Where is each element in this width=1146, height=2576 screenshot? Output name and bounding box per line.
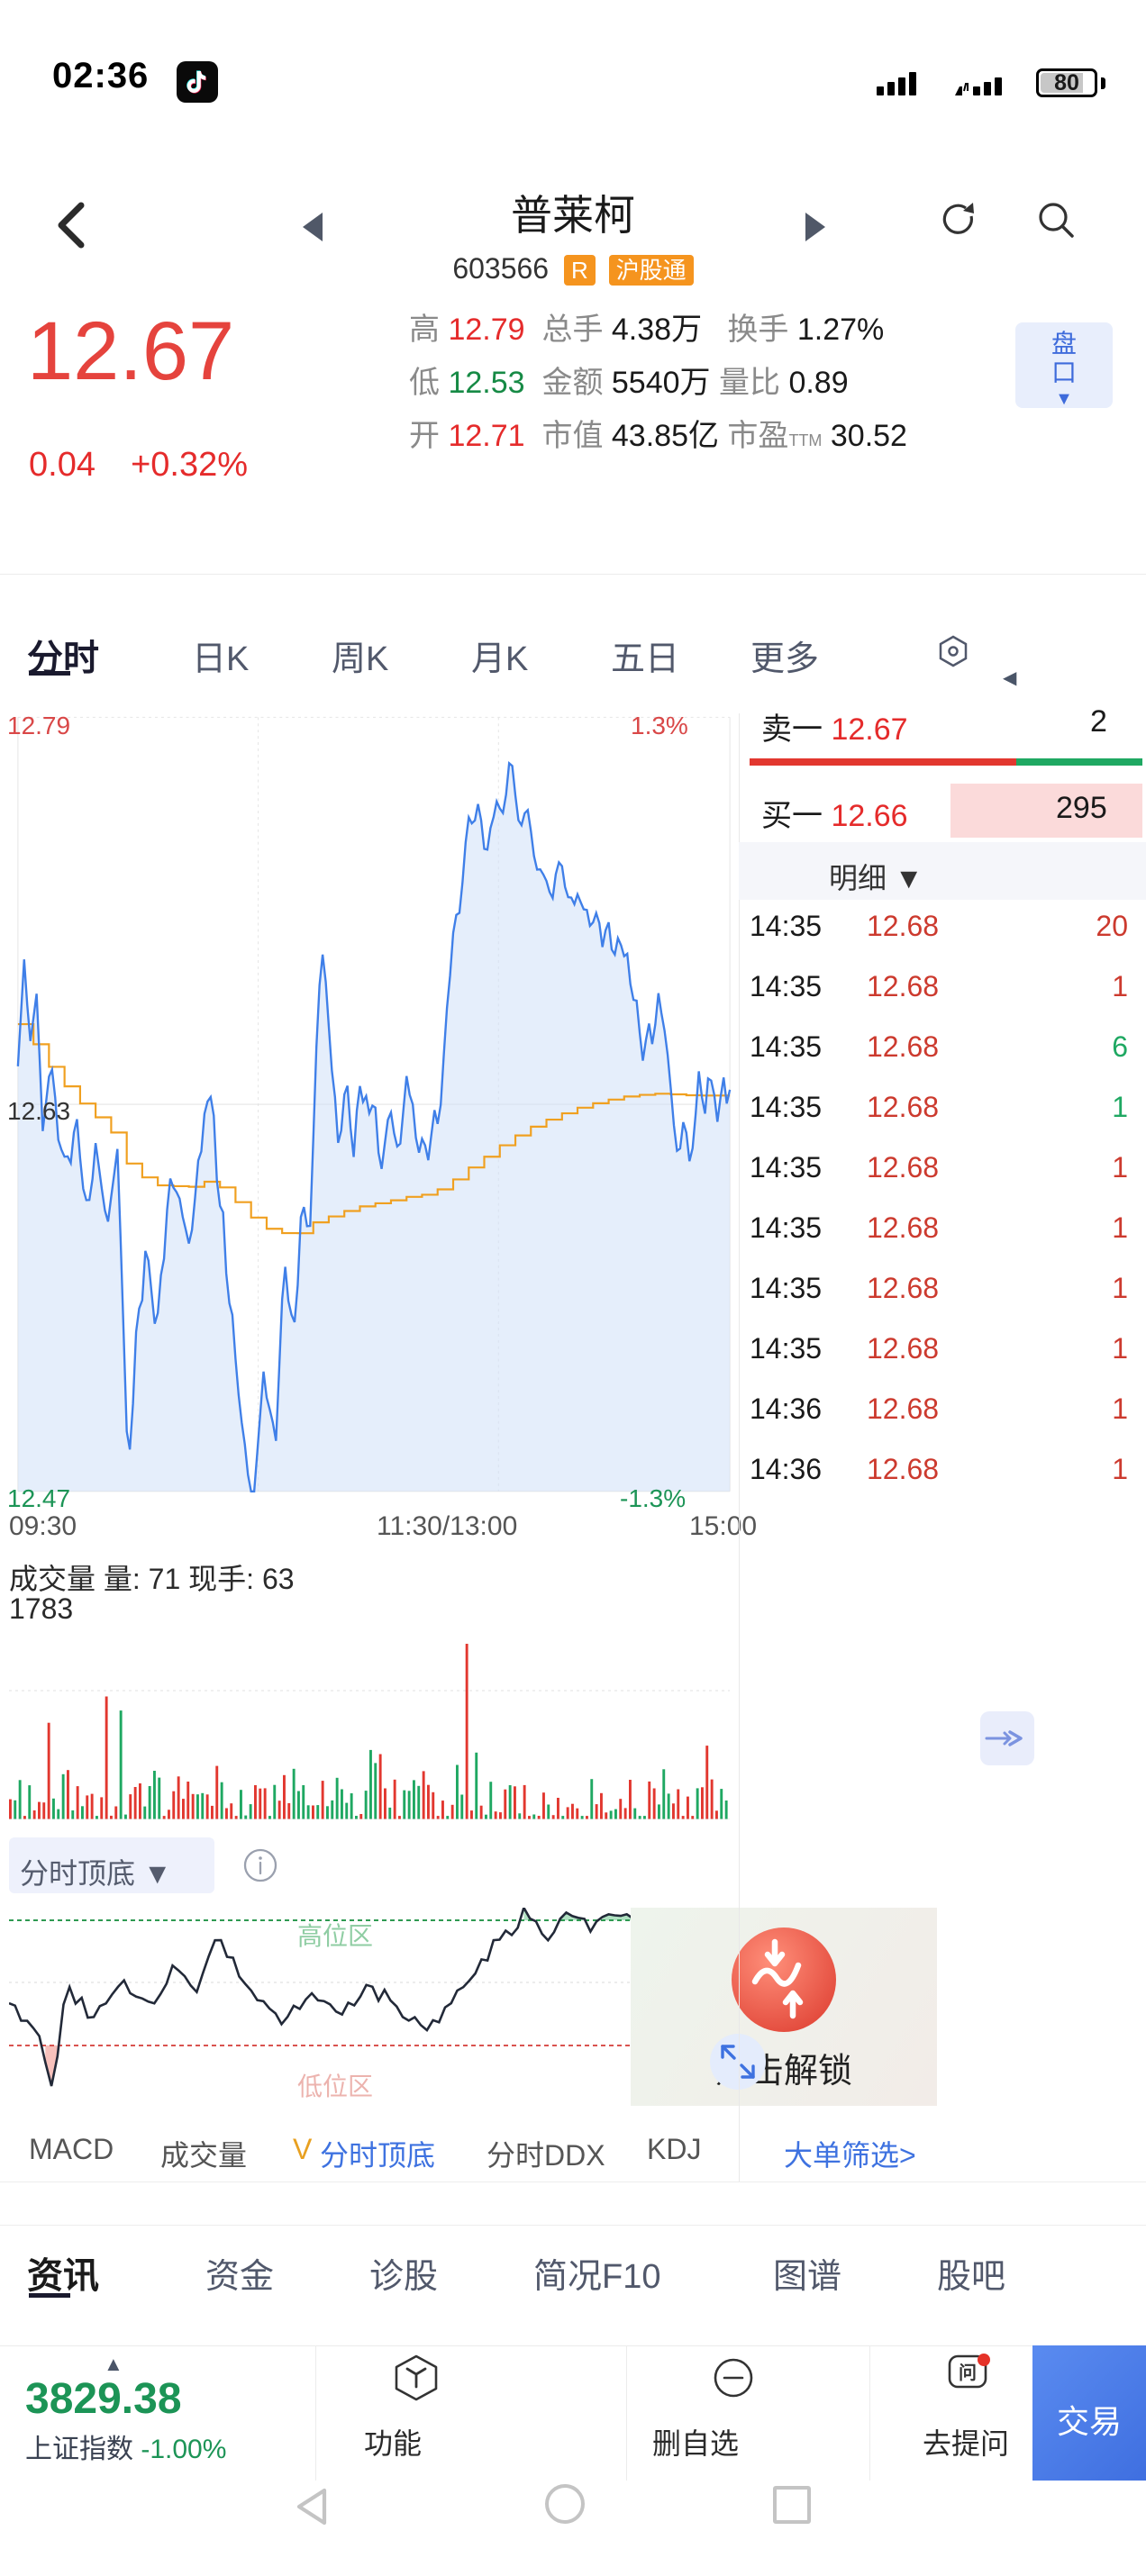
svg-text:问: 问 xyxy=(959,2363,977,2383)
